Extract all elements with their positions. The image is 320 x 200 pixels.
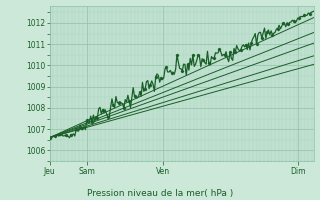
Text: Pression niveau de la mer( hPa ): Pression niveau de la mer( hPa ) — [87, 189, 233, 198]
